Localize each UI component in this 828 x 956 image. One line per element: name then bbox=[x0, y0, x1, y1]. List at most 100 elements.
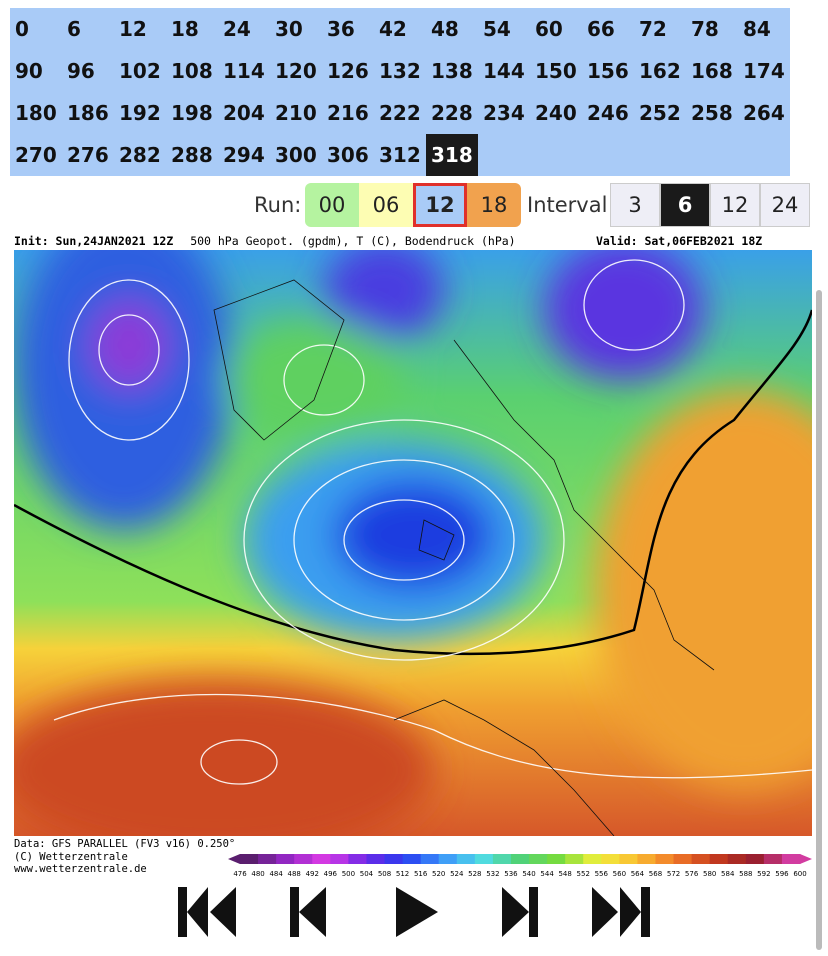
timestep[interactable]: 174 bbox=[743, 59, 785, 83]
timestep[interactable]: 234 bbox=[483, 101, 525, 125]
timestep[interactable]: 180 bbox=[15, 101, 57, 125]
colorbar-swatch bbox=[565, 854, 584, 864]
timestep[interactable]: 300 bbox=[275, 143, 317, 167]
timestep[interactable]: 318 bbox=[426, 134, 478, 176]
timestep[interactable]: 6 bbox=[67, 17, 81, 41]
timestep[interactable]: 312 bbox=[379, 143, 421, 167]
timestep[interactable]: 252 bbox=[639, 101, 681, 125]
timestep[interactable]: 96 bbox=[67, 59, 95, 83]
timestep[interactable]: 42 bbox=[379, 17, 407, 41]
timestep[interactable]: 258 bbox=[691, 101, 733, 125]
colorbar-swatch bbox=[655, 854, 675, 864]
colorbar-swatch bbox=[420, 854, 440, 864]
colorbar: 476 480 484 488 492 496 500 504 508 512 516 520 524 5… bbox=[228, 854, 812, 878]
timestep[interactable]: 270 bbox=[15, 143, 57, 167]
colorbar-swatch bbox=[348, 854, 367, 864]
colorbar-label: 564 bbox=[631, 870, 645, 878]
valid-text: Valid: Sat,06FEB2021 18Z bbox=[596, 234, 763, 248]
timestep[interactable]: 72 bbox=[639, 17, 667, 41]
interval-button[interactable]: 24 bbox=[760, 183, 810, 227]
colorbar-label: 596 bbox=[775, 870, 789, 878]
timestep[interactable]: 162 bbox=[639, 59, 681, 83]
colorbar-swatch bbox=[258, 854, 277, 864]
timestep[interactable]: 90 bbox=[15, 59, 43, 83]
first-button[interactable] bbox=[178, 887, 236, 937]
colorbar-swatch bbox=[384, 854, 404, 864]
run-button[interactable]: 18 bbox=[467, 183, 521, 227]
run-button[interactable]: 06 bbox=[359, 183, 413, 227]
timestep[interactable]: 60 bbox=[535, 17, 563, 41]
interval-button[interactable]: 6 bbox=[660, 183, 710, 227]
timestep[interactable]: 132 bbox=[379, 59, 421, 83]
colorbar-swatch bbox=[691, 854, 711, 864]
timestep[interactable]: 306 bbox=[327, 143, 369, 167]
timestep[interactable]: 294 bbox=[223, 143, 265, 167]
timestep[interactable]: 30 bbox=[275, 17, 303, 41]
timestep[interactable]: 84 bbox=[743, 17, 771, 41]
prev-button[interactable] bbox=[290, 887, 326, 937]
colorbar-swatch bbox=[745, 854, 765, 864]
timestep[interactable]: 186 bbox=[67, 101, 109, 125]
run-button[interactable]: 00 bbox=[305, 183, 359, 227]
timestep[interactable]: 198 bbox=[171, 101, 213, 125]
timestep[interactable]: 264 bbox=[743, 101, 785, 125]
run-button[interactable]: 12 bbox=[413, 183, 467, 227]
colorbar-swatch bbox=[547, 854, 566, 864]
colorbar-label: 504 bbox=[360, 870, 374, 878]
colorbar-swatch bbox=[492, 854, 512, 864]
timestep[interactable]: 66 bbox=[587, 17, 615, 41]
next-button[interactable] bbox=[502, 887, 538, 937]
timestep[interactable]: 204 bbox=[223, 101, 265, 125]
timestep[interactable]: 246 bbox=[587, 101, 629, 125]
timestep[interactable]: 36 bbox=[327, 17, 355, 41]
timestep[interactable]: 126 bbox=[327, 59, 369, 83]
colorbar-swatch bbox=[240, 854, 259, 864]
timestep[interactable]: 78 bbox=[691, 17, 719, 41]
colorbar-label: 540 bbox=[522, 870, 535, 878]
timestep[interactable]: 276 bbox=[67, 143, 109, 167]
timestep[interactable]: 192 bbox=[119, 101, 161, 125]
colorbar-label: 556 bbox=[595, 870, 609, 878]
timestep[interactable]: 18 bbox=[171, 17, 199, 41]
timestep[interactable]: 108 bbox=[171, 59, 213, 83]
timestep[interactable]: 210 bbox=[275, 101, 317, 125]
footer-line: www.wetterzentrale.de bbox=[14, 863, 147, 875]
interval-button[interactable]: 12 bbox=[710, 183, 760, 227]
timestep[interactable]: 12 bbox=[119, 17, 147, 41]
init-text: Init: Sun,24JAN2021 12Z bbox=[14, 234, 174, 248]
timestep[interactable]: 144 bbox=[483, 59, 525, 83]
timestep[interactable]: 240 bbox=[535, 101, 577, 125]
colorbar-label: 592 bbox=[757, 870, 770, 878]
timestep[interactable]: 228 bbox=[431, 101, 473, 125]
colorbar-label: 488 bbox=[288, 870, 301, 878]
colorbar-label: 480 bbox=[251, 870, 264, 878]
timestep[interactable]: 222 bbox=[379, 101, 421, 125]
colorbar-label: 508 bbox=[378, 870, 391, 878]
timestep[interactable]: 216 bbox=[327, 101, 369, 125]
timestep[interactable]: 150 bbox=[535, 59, 577, 83]
footer-line: Data: GFS PARALLEL (FV3 v16) 0.250° bbox=[14, 838, 236, 850]
colorbar-swatch bbox=[619, 854, 638, 864]
timestep[interactable]: 138 bbox=[431, 59, 473, 83]
colorbar-label: 496 bbox=[324, 870, 338, 878]
timestep[interactable]: 114 bbox=[223, 59, 265, 83]
timestep[interactable]: 288 bbox=[171, 143, 213, 167]
timestep[interactable]: 102 bbox=[119, 59, 161, 83]
timestep[interactable]: 168 bbox=[691, 59, 733, 83]
timestep[interactable]: 282 bbox=[119, 143, 161, 167]
timestep[interactable]: 120 bbox=[275, 59, 317, 83]
scrollbar[interactable] bbox=[816, 290, 822, 950]
colorbar-label: 516 bbox=[414, 870, 428, 878]
colorbar-swatch bbox=[294, 854, 313, 864]
colorbar-label: 476 bbox=[233, 870, 247, 878]
timestep[interactable]: 156 bbox=[587, 59, 629, 83]
timestep[interactable]: 48 bbox=[431, 17, 459, 41]
last-button[interactable] bbox=[592, 887, 650, 937]
timestep[interactable]: 54 bbox=[483, 17, 511, 41]
colorbar-swatch bbox=[529, 854, 548, 864]
timestep[interactable]: 0 bbox=[15, 17, 29, 41]
play-button[interactable] bbox=[396, 887, 438, 937]
interval-button[interactable]: 3 bbox=[610, 183, 660, 227]
colorbar-label: 600 bbox=[793, 870, 806, 878]
timestep[interactable]: 24 bbox=[223, 17, 251, 41]
